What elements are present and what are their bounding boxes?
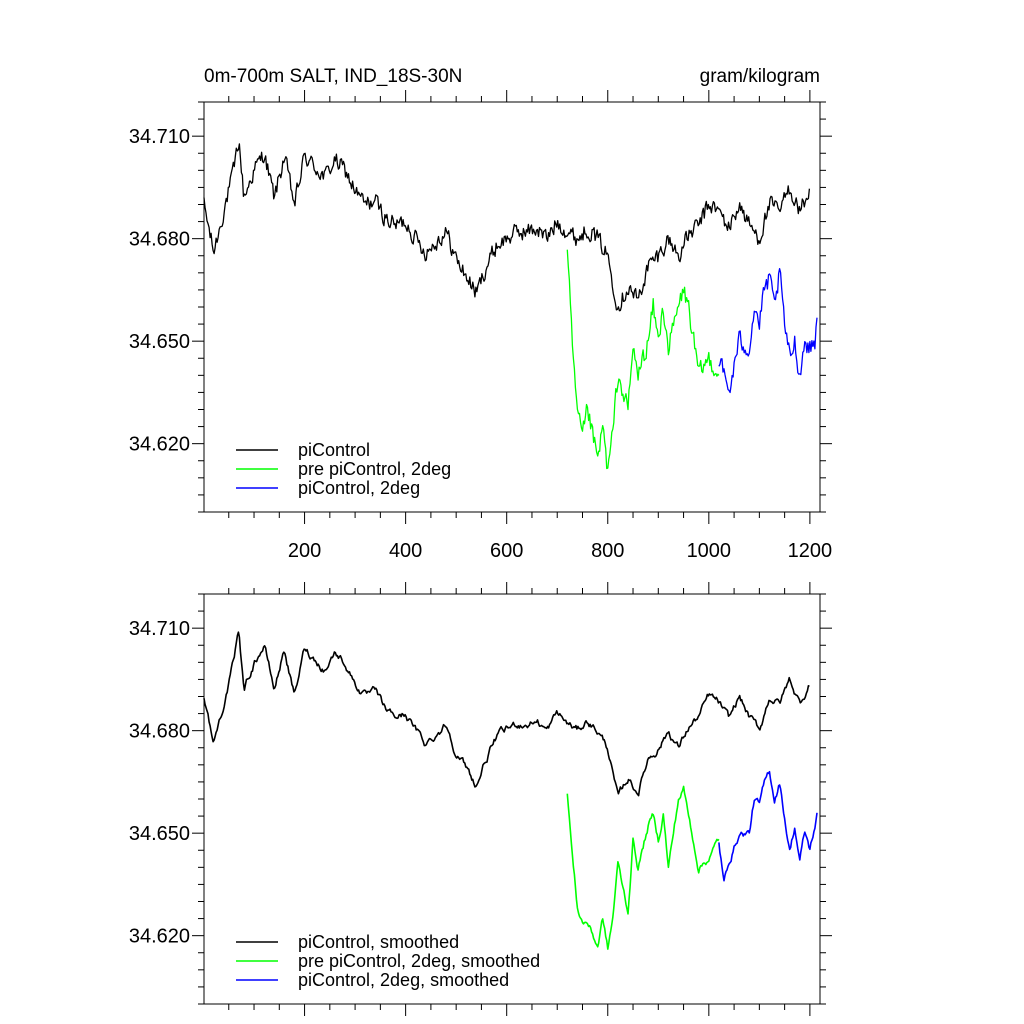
smoothed-series-pre-picontrol-2deg-smoothed — [566, 785, 720, 950]
smoothed-ytick-label: 34.680 — [129, 721, 190, 743]
smoothed-panel: 34.620 34.650 34.680 34.710 piControl, smoo… — [129, 582, 832, 1016]
raw-ytick-label: 34.650 — [129, 331, 190, 353]
raw-panel: 34.620 34.650 34.680 34.710 200 400 600 800 1000… — [129, 90, 832, 562]
units-label: gram/kilogram — [700, 66, 820, 87]
smoothed-series-picontrol-smoothed — [203, 631, 810, 797]
raw-xtick-label: 1200 — [788, 540, 833, 562]
raw-legend-label-picontrol: piControl — [298, 440, 370, 460]
raw-xtick-label: 200 — [288, 540, 321, 562]
raw-ticks: 34.620 34.650 34.680 34.710 200 400 600 800 1000… — [129, 90, 832, 562]
smoothed-ytick-label: 34.620 — [129, 926, 190, 948]
raw-series-pre-picontrol-2deg — [566, 249, 720, 470]
raw-plot-frame — [203, 101, 821, 513]
raw-xtick-label: 800 — [591, 540, 624, 562]
raw-ytick-label: 34.620 — [129, 434, 190, 456]
smoothed-series-group — [203, 631, 818, 950]
smoothed-series-picontrol-2deg-smoothed — [718, 770, 818, 882]
smoothed-legend-label-picontrol-2deg-smoothed: piControl, 2deg, smoothed — [298, 970, 509, 990]
raw-series-picontrol-2deg — [718, 267, 818, 394]
raw-legend-label-pre-picontrol-2deg: pre piControl, 2deg — [298, 459, 451, 479]
raw-ytick-label: 34.680 — [129, 229, 190, 251]
raw-xtick-label: 600 — [490, 540, 523, 562]
raw-series-picontrol — [203, 143, 811, 312]
raw-ytick-label: 34.710 — [129, 126, 190, 148]
raw-legend-label-picontrol-2deg: piControl, 2deg — [298, 478, 420, 498]
smoothed-ticks: 34.620 34.650 34.680 34.710 — [129, 582, 832, 1016]
smoothed-ytick-label: 34.710 — [129, 618, 190, 640]
smoothed-plot-frame — [203, 593, 821, 1005]
smoothed-legend-label-picontrol-smoothed: piControl, smoothed — [298, 932, 459, 952]
raw-xtick-label: 400 — [389, 540, 422, 562]
raw-xtick-label: 1000 — [687, 540, 732, 562]
smoothed-ytick-label: 34.650 — [129, 823, 190, 845]
chart-title: 0m-700m SALT, IND_18S-30N — [204, 66, 462, 87]
raw-series-group — [203, 143, 818, 470]
smoothed-legend-label-pre-picontrol-2deg-smoothed: pre piControl, 2deg, smoothed — [298, 951, 540, 971]
